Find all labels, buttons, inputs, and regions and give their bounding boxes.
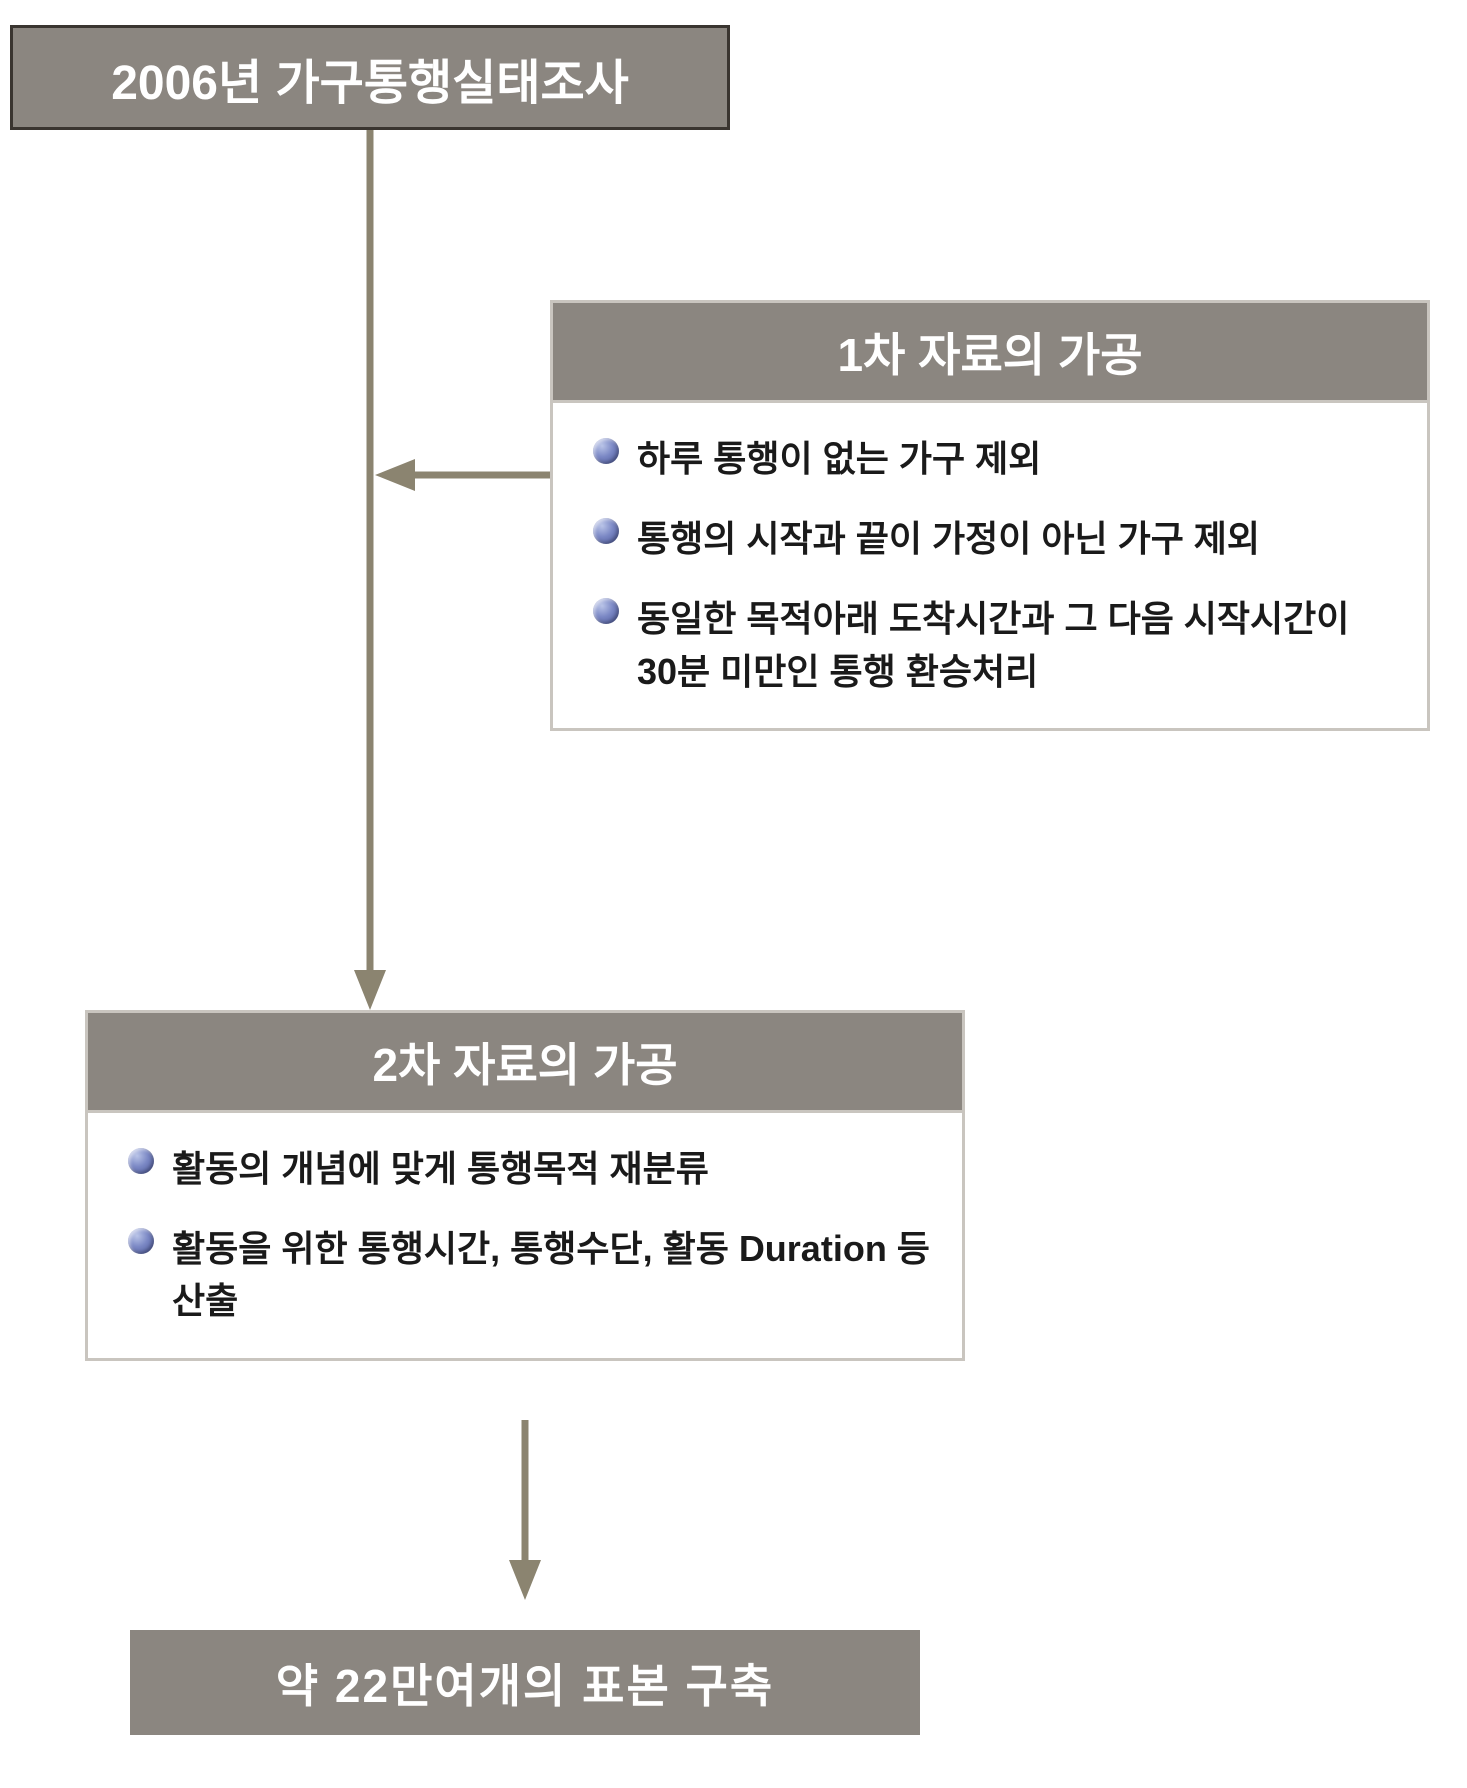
arrow-panel2-to-result — [505, 1420, 545, 1600]
list-item: 활동의 개념에 맞게 통행목적 재분류 — [128, 1143, 932, 1195]
list-item: 하루 통행이 없는 가구 제외 — [593, 433, 1397, 485]
bullet-icon — [593, 518, 619, 544]
bullet-text: 활동을 위한 통행시간, 통행수단, 활동 Duration 등 산출 — [172, 1223, 932, 1327]
bullet-text: 활동의 개념에 맞게 통행목적 재분류 — [172, 1143, 932, 1195]
arrow-main-vertical — [350, 130, 390, 1010]
result-label: 약 22만여개의 표본 구축 — [276, 1650, 774, 1716]
bullet-icon — [128, 1148, 154, 1174]
panel-1: 1차 자료의 가공 하루 통행이 없는 가구 제외 통행의 시작과 끝이 가정이… — [550, 300, 1430, 731]
bullet-icon — [593, 438, 619, 464]
bullet-icon — [128, 1228, 154, 1254]
arrow-panel1-to-main — [375, 455, 550, 495]
panel-1-title: 1차 자료의 가공 — [837, 319, 1142, 385]
panel-2: 2차 자료의 가공 활동의 개념에 맞게 통행목적 재분류 활동을 위한 통행시… — [85, 1010, 965, 1361]
bullet-text: 통행의 시작과 끝이 가정이 아닌 가구 제외 — [637, 513, 1397, 565]
list-item: 동일한 목적아래 도착시간과 그 다음 시작시간이 30분 미만인 통행 환승처… — [593, 593, 1397, 697]
list-item: 활동을 위한 통행시간, 통행수단, 활동 Duration 등 산출 — [128, 1223, 932, 1327]
bullet-text: 하루 통행이 없는 가구 제외 — [637, 433, 1397, 485]
top-header-label: 2006년 가구통행실태조사 — [111, 43, 629, 113]
panel-2-body: 활동의 개념에 맞게 통행목적 재분류 활동을 위한 통행시간, 통행수단, 활… — [88, 1113, 962, 1358]
panel-1-body: 하루 통행이 없는 가구 제외 통행의 시작과 끝이 가정이 아닌 가구 제외 … — [553, 403, 1427, 728]
list-item: 통행의 시작과 끝이 가정이 아닌 가구 제외 — [593, 513, 1397, 565]
panel-2-title: 2차 자료의 가공 — [372, 1029, 677, 1095]
panel-1-header: 1차 자료의 가공 — [553, 303, 1427, 403]
top-header-box: 2006년 가구통행실태조사 — [10, 25, 730, 130]
bullet-icon — [593, 598, 619, 624]
result-box: 약 22만여개의 표본 구축 — [130, 1630, 920, 1735]
bullet-text: 동일한 목적아래 도착시간과 그 다음 시작시간이 30분 미만인 통행 환승처… — [637, 593, 1397, 697]
panel-2-header: 2차 자료의 가공 — [88, 1013, 962, 1113]
